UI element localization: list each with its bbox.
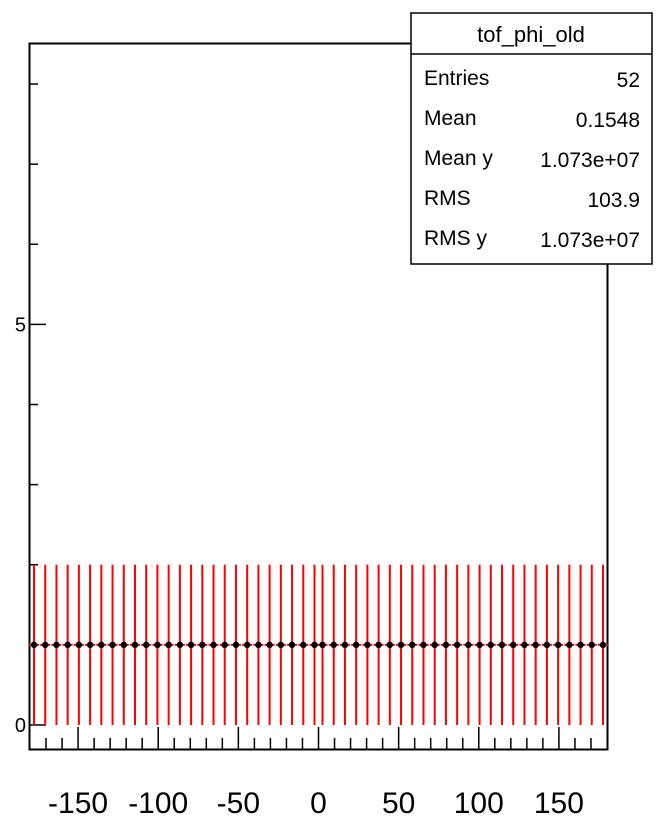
data-point bbox=[364, 641, 371, 649]
stats-row-label: Mean bbox=[424, 107, 477, 130]
data-point bbox=[300, 641, 307, 649]
data-point bbox=[255, 641, 262, 649]
stats-row-value: 103.9 bbox=[587, 189, 640, 212]
data-point bbox=[487, 641, 494, 649]
data-point bbox=[131, 641, 139, 649]
data-point bbox=[442, 641, 450, 649]
y-tick-label: 0 bbox=[15, 715, 26, 737]
data-point bbox=[311, 641, 318, 649]
data-point bbox=[577, 641, 584, 649]
data-point bbox=[109, 641, 116, 649]
data-point bbox=[176, 641, 184, 649]
y-tick-label: 5 bbox=[15, 314, 26, 336]
data-point bbox=[165, 641, 172, 649]
data-point bbox=[154, 641, 161, 649]
data-point bbox=[498, 641, 506, 649]
data-point bbox=[397, 641, 405, 649]
stats-row-label: RMS bbox=[424, 187, 471, 210]
data-point bbox=[510, 641, 517, 649]
data-point bbox=[210, 641, 217, 649]
data-point bbox=[476, 641, 483, 649]
data-point bbox=[86, 641, 94, 649]
data-point bbox=[543, 641, 551, 649]
stats-box: tof_phi_old Entries 52 Mean 0.1548 Mean y 1.0… bbox=[410, 12, 653, 265]
data-point bbox=[120, 641, 127, 649]
x-tick-label: 50 bbox=[382, 787, 415, 820]
x-tick-label: 0 bbox=[310, 787, 327, 820]
data-point bbox=[341, 641, 349, 649]
data-point bbox=[187, 641, 195, 649]
data-point bbox=[532, 641, 539, 649]
data-point bbox=[386, 641, 394, 649]
data-point bbox=[199, 641, 206, 649]
stats-row-value: 1.073e+07 bbox=[540, 149, 640, 172]
x-tick-label: -100 bbox=[128, 787, 188, 820]
stats-row-label: RMS y bbox=[424, 227, 488, 250]
data-point bbox=[277, 641, 285, 649]
data-point bbox=[75, 641, 83, 649]
x-tick-label: -50 bbox=[217, 787, 260, 820]
data-point bbox=[599, 641, 607, 649]
data-point bbox=[30, 641, 38, 649]
stats-row-label: Entries bbox=[424, 67, 489, 90]
data-point bbox=[453, 641, 461, 649]
x-axis: -150 -100 -50 0 50 100 150 bbox=[45, 727, 592, 820]
x-tick-label: 150 bbox=[534, 787, 584, 820]
stats-title: tof_phi_old bbox=[477, 22, 585, 47]
data-point bbox=[352, 641, 360, 649]
data-points bbox=[30, 641, 607, 649]
data-point bbox=[566, 641, 573, 649]
data-point bbox=[42, 641, 49, 649]
data-point bbox=[431, 641, 438, 649]
data-point bbox=[288, 641, 296, 649]
stats-box-frame bbox=[410, 12, 653, 265]
data-point bbox=[98, 641, 105, 649]
stats-row-label: Mean y bbox=[424, 147, 493, 170]
stats-row-value: 1.073e+07 bbox=[540, 229, 640, 252]
stats-row-value: 0.1548 bbox=[576, 109, 640, 132]
data-point bbox=[221, 641, 228, 649]
data-point bbox=[420, 641, 427, 649]
data-point bbox=[554, 641, 562, 649]
x-tick-label: 100 bbox=[454, 787, 504, 820]
data-point bbox=[64, 641, 71, 649]
data-point bbox=[588, 641, 595, 649]
x-tick-label: -150 bbox=[48, 787, 108, 820]
data-point bbox=[521, 641, 528, 649]
data-point bbox=[232, 641, 240, 649]
data-point bbox=[319, 641, 326, 649]
data-point bbox=[53, 641, 60, 649]
data-point bbox=[266, 641, 273, 649]
data-point bbox=[409, 641, 416, 649]
data-point bbox=[330, 641, 337, 649]
data-point bbox=[243, 641, 251, 649]
data-point bbox=[375, 641, 382, 649]
data-point bbox=[143, 641, 150, 649]
stats-row-value: 52 bbox=[617, 69, 640, 92]
data-point bbox=[465, 641, 472, 649]
